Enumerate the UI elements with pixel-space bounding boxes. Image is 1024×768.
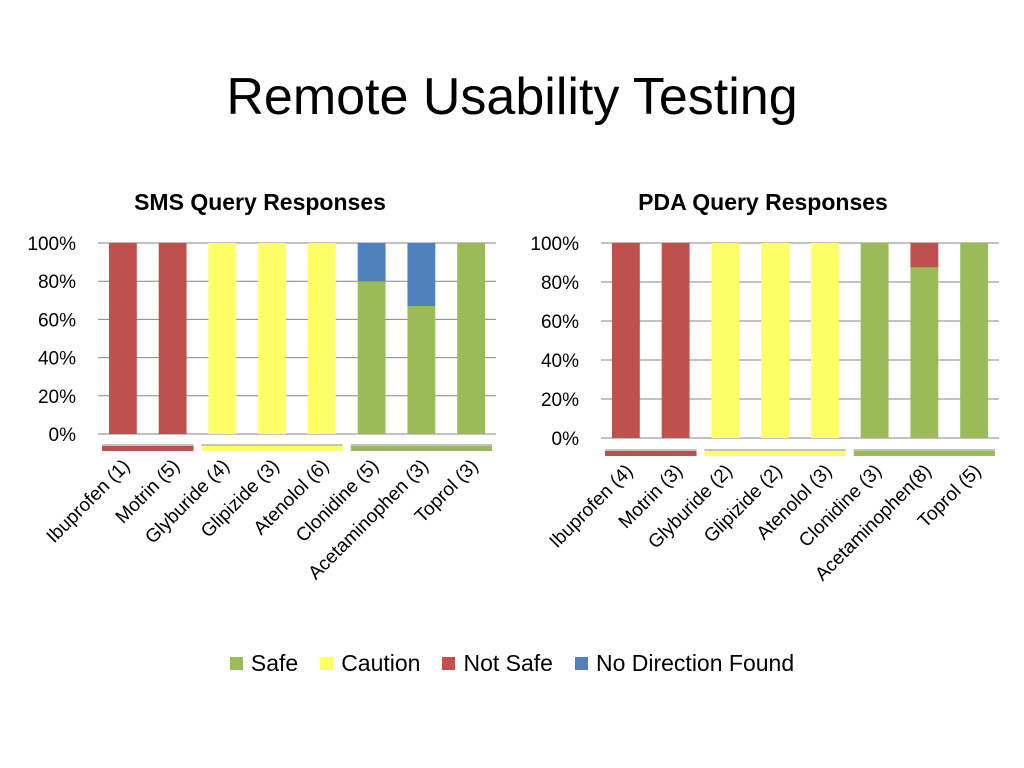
sms-bar-safe [407, 306, 436, 434]
pda-chart-title: PDA Query Responses [638, 189, 888, 215]
charts-canvas: SMS Query Responses 0% 20% 40% 60% 80% 100% Ibu… [27, 189, 999, 585]
legend-item-safe: Safe [229, 650, 299, 677]
sms-ytick-label: 0% [49, 425, 77, 446]
pda-ytick-label: 80% [541, 273, 579, 294]
legend-item-no-direction: No Direction Found [574, 650, 795, 677]
sms-bar-caution [258, 243, 287, 434]
sms-ytick-label: 20% [38, 387, 76, 408]
sms-ytick-label: 80% [38, 272, 76, 293]
chart-legend: Safe Caution Not Safe No Direction Found [0, 650, 1024, 677]
legend-swatch-caution [320, 657, 334, 670]
pda-bar-safe [910, 267, 939, 438]
sms-ytick-label: 40% [38, 349, 76, 370]
pda-ytick-label: 100% [530, 234, 579, 255]
sms-group-bar-caution [201, 446, 343, 451]
sms-ytick-label: 60% [38, 310, 76, 331]
legend-item-caution: Caution [320, 650, 420, 677]
sms-bar-notsafe [108, 243, 137, 434]
sms-chart-title: SMS Query Responses [134, 189, 386, 215]
sms-bar-nodir [407, 243, 436, 307]
legend-label-safe: Safe [250, 650, 299, 676]
pda-group-bar-caution [704, 451, 846, 456]
pda-category-label: Ibuprofen (4) [546, 461, 638, 553]
sms-bar-safe [357, 281, 386, 434]
sms-group-bar-safe [350, 446, 493, 451]
legend-swatch-no-direction [574, 657, 588, 670]
pda-bar-safe [860, 243, 889, 438]
legend-swatch-safe [229, 657, 243, 670]
pda-group-bar-notsafe [604, 451, 697, 456]
pda-ytick-label: 0% [552, 429, 580, 450]
sms-bar-safe [457, 243, 486, 434]
sms-category-label: Ibuprofen (1) [43, 456, 135, 548]
legend-label-caution: Caution [341, 650, 421, 676]
pda-bar-notsafe [611, 243, 640, 438]
sms-ytick-label: 100% [27, 234, 76, 255]
slide-title: Remote Usability Testing [226, 68, 798, 126]
pda-bar-safe [960, 243, 989, 438]
sms-bar-notsafe [158, 243, 187, 434]
pda-bar-notsafe [910, 243, 939, 268]
pda-group-bar-safe [853, 451, 996, 456]
legend-label-no-direction: No Direction Found [595, 650, 795, 676]
legend-item-not-safe: Not Safe [442, 650, 553, 677]
sms-bar-caution [208, 243, 237, 434]
pda-bar-caution [711, 243, 740, 438]
legend-label-not-safe: Not Safe [463, 650, 553, 676]
pda-ytick-label: 40% [541, 351, 579, 372]
sms-bar-nodir [357, 243, 386, 282]
legend-swatch-not-safe [442, 657, 456, 670]
pda-bar-caution [810, 243, 839, 438]
pda-ytick-label: 60% [541, 312, 579, 333]
pda-bar-notsafe [661, 243, 690, 438]
sms-bar-caution [307, 243, 336, 434]
pda-ytick-label: 20% [541, 390, 579, 411]
pda-bar-caution [761, 243, 790, 438]
sms-group-bar-notsafe [101, 446, 194, 451]
